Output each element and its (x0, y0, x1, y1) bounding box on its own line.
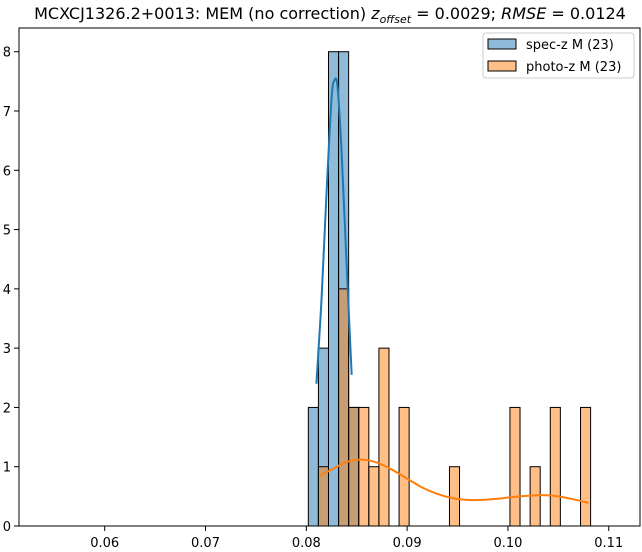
y-tick-label: 6 (3, 164, 11, 179)
kde-curves (315, 77, 589, 504)
y-tick-label: 4 (3, 283, 11, 298)
x-axis: 0.06 0.07 0.08 0.09 0.10 0.11 (90, 526, 623, 551)
kde-line-spec-z (315, 77, 353, 384)
chart-title-rmse-value: = 0.0124 (546, 4, 626, 23)
y-tick-label: 0 (3, 520, 11, 535)
bar-photo-z-1 (338, 288, 350, 527)
plot-frame (18, 27, 641, 527)
y-tick-label: 7 (3, 105, 11, 120)
legend: spec-z M (23) photo-z M (23) (482, 32, 635, 79)
bar-photo-z-2 (348, 406, 360, 527)
bar-photo-z-4 (368, 466, 380, 527)
x-tick-label: 0.10 (493, 536, 522, 551)
bar-photo-z-5 (378, 347, 390, 527)
x-tick-label: 0.09 (393, 536, 422, 551)
chart-title: MCXCJ1326.2+0013: MEM (no correction) zo… (34, 4, 626, 26)
legend-box (482, 32, 635, 79)
y-axis: 0 1 2 3 4 5 6 7 8 (3, 46, 19, 535)
legend-swatch-photo-z (487, 60, 517, 72)
x-tick-label: 0.06 (90, 536, 119, 551)
bar-photo-z-10 (549, 406, 561, 527)
legend-label-photo-z: photo-z M (23) (526, 60, 621, 75)
x-tick-label: 0.07 (191, 536, 220, 551)
x-tick-label: 0.11 (594, 536, 623, 551)
chart-title-z-symbol: z (370, 4, 380, 23)
y-tick-label: 1 (3, 461, 11, 476)
y-tick-label: 2 (3, 401, 11, 416)
bar-photo-z-7 (448, 466, 461, 527)
bar-spec-z-0 (307, 406, 319, 527)
histogram-bars (307, 51, 592, 527)
chart-title-z-subscript: offset (380, 13, 412, 26)
bar-photo-z-8 (509, 406, 521, 527)
chart-title-z-value: = 0.0029; (411, 4, 501, 23)
bar-photo-z-11 (580, 406, 592, 527)
bar-photo-z-6 (398, 406, 410, 527)
legend-swatch-spec-z (487, 38, 517, 50)
y-tick-label: 8 (3, 46, 11, 61)
kde-line-photo-z (318, 458, 589, 504)
bar-photo-z-3 (358, 406, 370, 527)
x-tick-label: 0.08 (292, 536, 321, 551)
chart-title-prefix: MCXCJ1326.2+0013: MEM (no correction) (34, 4, 371, 23)
y-tick-label: 5 (3, 224, 11, 239)
chart-title-rmse-symbol: RMSE (501, 4, 547, 23)
legend-label-spec-z: spec-z M (23) (526, 38, 614, 53)
y-tick-label: 3 (3, 342, 11, 357)
